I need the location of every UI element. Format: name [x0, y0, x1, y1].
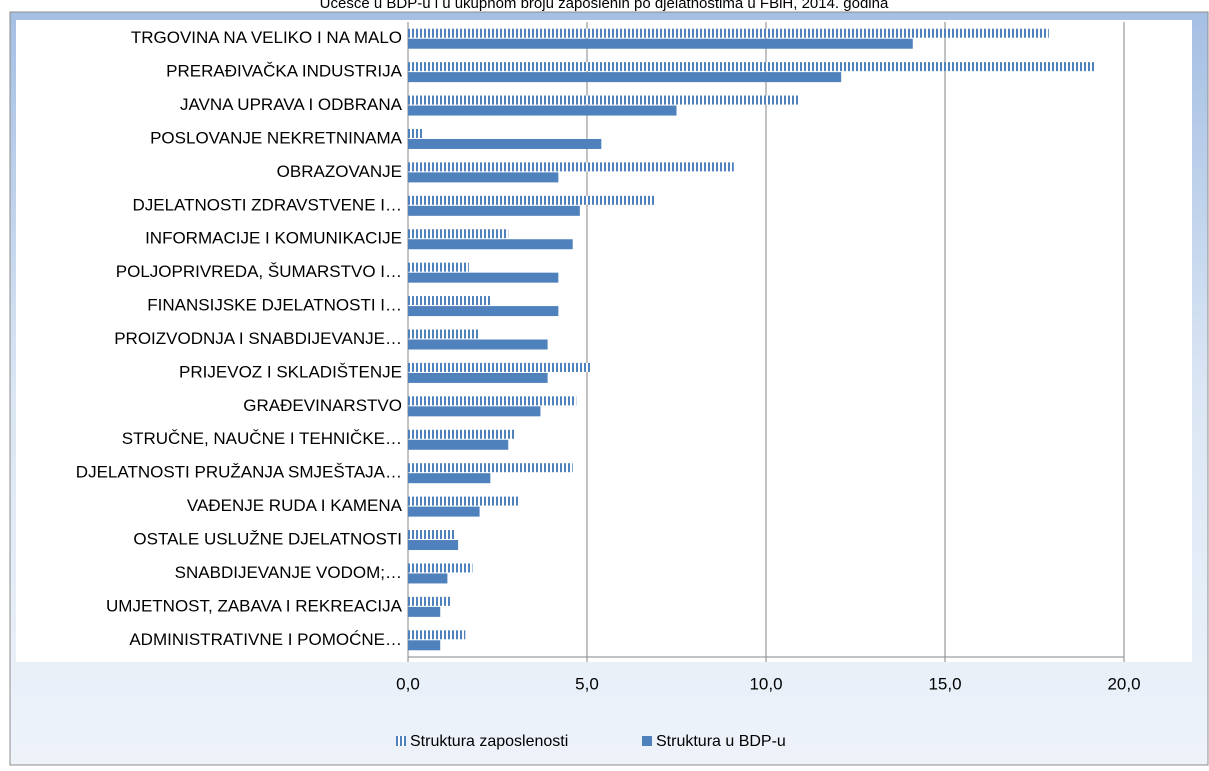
y-tick-label: INFORMACIJE I KOMUNIKACIJE — [145, 229, 402, 248]
bar — [408, 339, 548, 350]
bar — [408, 105, 677, 116]
x-tick-label: 5,0 — [575, 674, 599, 693]
bar — [408, 596, 451, 606]
y-tick-label: DJELATNOSTI ZDRAVSTVENE I… — [132, 195, 402, 214]
x-tick-label: 15,0 — [928, 674, 961, 693]
bar — [408, 530, 455, 540]
bar — [408, 362, 591, 372]
bar — [408, 463, 573, 473]
y-tick-label: JAVNA UPRAVA I ODBRANA — [180, 95, 403, 114]
bar — [408, 573, 448, 584]
y-tick-label: POLJOPRIVREDA, ŠUMARSTVO I… — [116, 262, 402, 281]
y-tick-label: VAĐENJE RUDA I KAMENA — [187, 496, 403, 515]
legend-swatch — [396, 736, 406, 746]
y-tick-label: PRERAĐIVAČKA INDUSTRIJA — [166, 62, 403, 81]
y-tick-label: PROIZVODNJA I SNABDIJEVANJE… — [114, 329, 402, 348]
bar — [408, 28, 1049, 38]
x-tick-label: 20,0 — [1107, 674, 1140, 693]
bar — [408, 272, 559, 283]
y-tick-label: SNABDIJEVANJE VODOM;… — [175, 563, 402, 582]
legend-swatch — [642, 736, 652, 746]
bar — [408, 195, 656, 205]
y-tick-label: ADMINISTRATIVNE I POMOĆNE… — [129, 630, 402, 649]
y-tick-label: TRGOVINA NA VELIKO I NA MALO — [131, 28, 402, 47]
bar — [408, 630, 466, 640]
bar — [408, 563, 473, 573]
y-tick-label: GRAĐEVINARSTVO — [243, 396, 402, 415]
plot-area — [16, 20, 1192, 662]
bar — [408, 429, 516, 439]
bar — [408, 506, 480, 517]
y-tick-label: PRIJEVOZ I SKLADIŠTENJE — [179, 362, 402, 381]
bar — [408, 473, 491, 484]
bar — [408, 138, 602, 149]
bar — [408, 128, 423, 138]
bar — [408, 72, 842, 83]
bar — [408, 396, 577, 406]
bar — [408, 372, 548, 383]
bar — [408, 606, 441, 617]
x-tick-label: 10,0 — [749, 674, 782, 693]
bar — [408, 262, 469, 272]
y-tick-label: OBRAZOVANJE — [277, 162, 402, 181]
bar — [408, 406, 541, 417]
legend-label: Struktura u BDP-u — [656, 733, 786, 750]
bar — [408, 496, 519, 506]
chart-title: Učešće u BDP-u i u ukupnom broju zaposle… — [320, 0, 889, 12]
x-tick-label: 0,0 — [396, 674, 420, 693]
bar — [408, 95, 799, 105]
y-tick-label: POSLOVANJE NEKRETNINAMA — [150, 128, 403, 147]
bar — [408, 172, 559, 183]
bar — [408, 306, 559, 317]
bar — [408, 439, 509, 450]
bar — [408, 239, 573, 250]
bar — [408, 296, 491, 306]
bar — [408, 162, 734, 172]
y-tick-label: STRUČNE, NAUČNE I TEHNIČKE… — [122, 429, 402, 448]
bar — [408, 38, 913, 49]
y-tick-label: UMJETNOST, ZABAVA I REKREACIJA — [106, 596, 403, 615]
legend-label: Struktura zaposlenosti — [410, 733, 568, 750]
bar — [408, 329, 480, 339]
bar — [408, 540, 459, 551]
y-tick-label: FINANSIJSKE DJELATNOSTI I… — [147, 296, 402, 315]
y-tick-label: DJELATNOSTI PRUŽANJA SMJEŠTAJA… — [76, 463, 402, 482]
bar — [408, 205, 580, 216]
bar — [408, 62, 1096, 72]
bar — [408, 640, 441, 651]
bar — [408, 229, 509, 239]
y-tick-label: OSTALE USLUŽNE DJELATNOSTI — [133, 530, 402, 549]
